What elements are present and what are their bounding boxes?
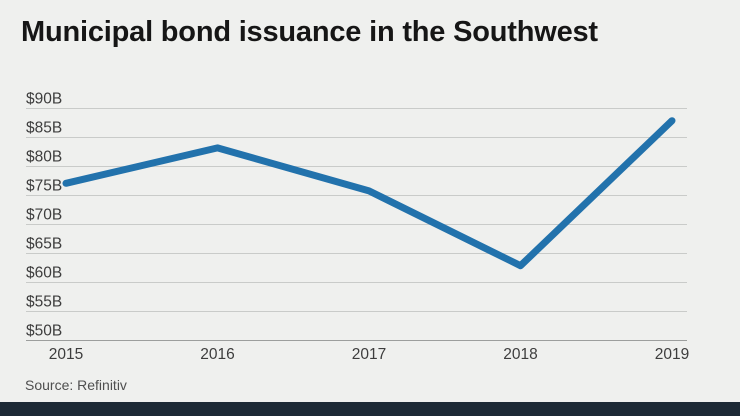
x-axis-tick-label: 2018 — [503, 346, 537, 363]
y-axis-tick-label: $70B — [26, 207, 62, 224]
source-attribution: Source: Refinitiv — [25, 377, 127, 393]
y-axis-tick-label: $50B — [26, 323, 62, 340]
x-axis-tick-label: 2015 — [49, 346, 83, 363]
chart-title: Municipal bond issuance in the Southwest — [21, 16, 598, 48]
y-axis-tick-label: $55B — [26, 294, 62, 311]
y-axis-tick-label: $75B — [26, 178, 62, 195]
y-axis-tick-label: $85B — [26, 120, 62, 137]
y-axis-tick-label: $80B — [26, 149, 62, 166]
x-axis-tick-label: 2017 — [352, 346, 386, 363]
y-axis-tick-label: $65B — [26, 236, 62, 253]
x-axis-tick-label: 2019 — [655, 346, 689, 363]
footer-brand-bar — [0, 402, 740, 416]
x-axis-tick-label: 2016 — [200, 346, 234, 363]
y-axis-tick-label: $90B — [26, 91, 62, 108]
y-axis-tick-label: $60B — [26, 265, 62, 282]
issuance-line-series — [62, 117, 676, 270]
